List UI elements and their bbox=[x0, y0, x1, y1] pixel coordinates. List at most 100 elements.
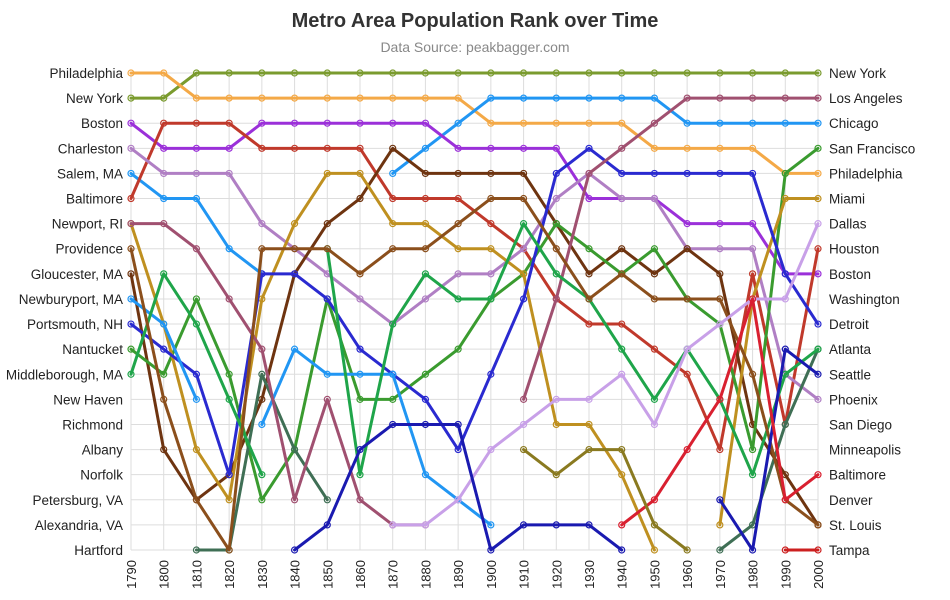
data-point bbox=[290, 345, 299, 353]
x-tick-label: 1980 bbox=[746, 560, 761, 589]
data-point bbox=[356, 395, 364, 403]
data-point bbox=[389, 119, 397, 127]
x-axis-ticks: 1790 1800 1810 1820 1830 1840 1850 1860 1870 1880… bbox=[124, 560, 826, 589]
data-point bbox=[290, 69, 299, 77]
data-point bbox=[323, 119, 331, 127]
data-point bbox=[618, 169, 626, 178]
right-rank-label: St. Louis bbox=[829, 518, 882, 533]
data-point bbox=[552, 144, 560, 152]
data-point bbox=[487, 370, 495, 378]
data-point bbox=[748, 94, 757, 102]
data-point bbox=[487, 119, 495, 127]
right-rank-label: Philadelphia bbox=[829, 166, 903, 181]
data-point bbox=[618, 69, 626, 77]
left-rank-label: Portsmouth, NH bbox=[27, 317, 123, 332]
data-point bbox=[650, 521, 659, 529]
data-point bbox=[389, 194, 397, 203]
data-point bbox=[683, 94, 691, 102]
x-tick-label: 1810 bbox=[189, 560, 204, 589]
data-point bbox=[421, 395, 430, 403]
data-point bbox=[781, 119, 789, 127]
series-line bbox=[522, 448, 689, 552]
x-tick-label: 1970 bbox=[713, 560, 728, 589]
data-point bbox=[356, 445, 364, 454]
data-point bbox=[421, 295, 430, 303]
data-point bbox=[356, 370, 364, 378]
series-line bbox=[129, 146, 820, 477]
data-point bbox=[716, 546, 724, 554]
data-point bbox=[519, 220, 528, 228]
data-point bbox=[290, 270, 299, 278]
data-point bbox=[519, 169, 528, 178]
left-rank-label: Norfolk bbox=[80, 468, 123, 483]
data-point bbox=[618, 194, 626, 203]
data-point bbox=[290, 94, 299, 102]
data-point bbox=[127, 295, 135, 303]
x-tick-label: 1800 bbox=[157, 560, 172, 589]
data-point bbox=[618, 245, 626, 253]
data-point bbox=[650, 194, 659, 203]
data-point bbox=[814, 245, 822, 253]
data-point bbox=[127, 194, 135, 203]
data-point bbox=[421, 220, 430, 228]
left-rank-label: Newburyport, MA bbox=[19, 292, 123, 307]
data-point bbox=[683, 69, 691, 77]
data-point bbox=[487, 295, 495, 303]
series-18 bbox=[618, 295, 822, 529]
data-point bbox=[618, 370, 626, 378]
data-point bbox=[814, 370, 822, 378]
data-point bbox=[421, 144, 430, 152]
data-point bbox=[160, 395, 168, 403]
data-point bbox=[814, 395, 822, 403]
data-point bbox=[356, 94, 364, 102]
data-point bbox=[160, 94, 168, 102]
x-tick-label: 1860 bbox=[353, 560, 368, 589]
chart-title: Metro Area Population Rank over Time bbox=[292, 10, 659, 32]
data-point bbox=[258, 94, 266, 102]
data-point bbox=[192, 370, 201, 378]
data-point bbox=[716, 320, 724, 328]
data-point bbox=[225, 119, 233, 127]
data-point bbox=[650, 420, 659, 429]
data-point bbox=[454, 94, 462, 102]
data-point bbox=[323, 94, 331, 102]
data-point bbox=[127, 69, 135, 77]
data-point bbox=[814, 320, 822, 328]
data-point bbox=[454, 445, 462, 454]
right-rank-label: Baltimore bbox=[829, 468, 886, 483]
data-point bbox=[487, 445, 495, 454]
data-point bbox=[225, 69, 233, 77]
left-rank-label: Hartford bbox=[74, 543, 123, 558]
series-line bbox=[325, 222, 820, 477]
series-line bbox=[620, 297, 820, 527]
data-point bbox=[290, 546, 299, 554]
data-point bbox=[356, 194, 364, 203]
data-point bbox=[225, 471, 233, 479]
data-point bbox=[487, 144, 495, 152]
data-point bbox=[781, 194, 789, 203]
data-point bbox=[650, 295, 659, 303]
data-point bbox=[258, 420, 266, 429]
data-point bbox=[814, 220, 822, 228]
data-point bbox=[618, 445, 626, 454]
data-point bbox=[192, 320, 201, 328]
data-point bbox=[160, 370, 168, 378]
data-point bbox=[552, 69, 560, 77]
data-point bbox=[389, 220, 397, 228]
right-rank-label: San Francisco bbox=[829, 141, 915, 156]
right-rank-label: Minneapolis bbox=[829, 443, 901, 458]
data-point bbox=[585, 169, 593, 178]
data-point bbox=[781, 169, 789, 178]
data-point bbox=[650, 546, 659, 554]
data-point bbox=[160, 69, 168, 77]
data-point bbox=[552, 245, 560, 253]
series-line bbox=[522, 96, 820, 401]
data-point bbox=[290, 119, 299, 127]
data-point bbox=[618, 320, 626, 328]
data-point bbox=[258, 245, 266, 253]
x-tick-label: 1950 bbox=[647, 560, 662, 589]
right-rank-label: Denver bbox=[829, 493, 873, 508]
data-point bbox=[748, 119, 757, 127]
data-point bbox=[389, 320, 397, 328]
series-line bbox=[129, 297, 198, 401]
